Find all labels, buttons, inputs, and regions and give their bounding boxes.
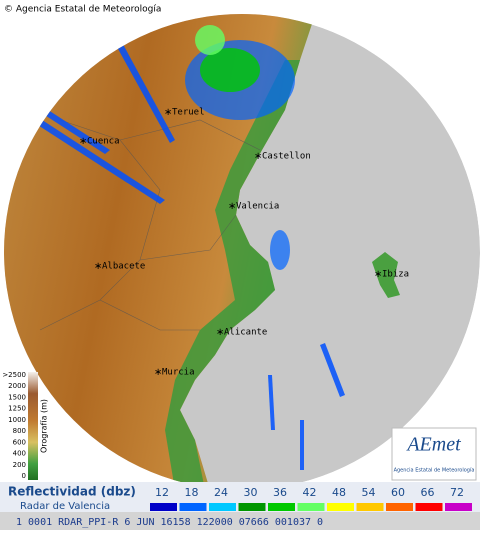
orography-label: 1250 bbox=[8, 405, 26, 413]
scale-label: 12 bbox=[155, 486, 169, 499]
orography-title: Orografía (m) bbox=[40, 399, 49, 453]
orography-label: 200 bbox=[13, 461, 26, 469]
scale-swatch bbox=[297, 503, 325, 511]
scale-label: 18 bbox=[185, 486, 199, 499]
scale-swatch bbox=[386, 503, 413, 511]
rain-cell bbox=[185, 25, 295, 270]
city-marker: ∗ bbox=[79, 136, 87, 147]
legend-title: Reflectividad (dbz) bbox=[8, 485, 136, 499]
scale-label: 48 bbox=[332, 486, 346, 499]
logo-caption: Agencia Estatal de Meteorología bbox=[394, 467, 475, 474]
scale-label: 36 bbox=[273, 486, 287, 499]
scale-label: 42 bbox=[303, 486, 317, 499]
status-bar bbox=[0, 512, 480, 530]
scale-swatch bbox=[268, 503, 295, 511]
scale-swatch bbox=[238, 503, 266, 511]
scale-label: 72 bbox=[450, 486, 464, 499]
logo-name: AEmet bbox=[405, 434, 461, 456]
city-marker: ∗ bbox=[254, 151, 262, 162]
city-marker: ∗ bbox=[154, 367, 162, 378]
orography-label: 600 bbox=[13, 438, 26, 446]
scale-label: 24 bbox=[214, 486, 228, 499]
scale-swatch bbox=[327, 503, 354, 511]
legend-subtitle: Radar de Valencia bbox=[20, 501, 110, 512]
orography-label: 1000 bbox=[8, 416, 26, 424]
scale-swatch bbox=[179, 503, 207, 511]
credit: © Agencia Estatal de Meteorología bbox=[4, 5, 161, 15]
radar-disc bbox=[4, 14, 480, 490]
orography-label: 400 bbox=[13, 450, 26, 458]
logo: AEmet Agencia Estatal de Meteorología bbox=[391, 427, 477, 481]
city-label: Alicante bbox=[224, 328, 267, 338]
scale-swatch bbox=[356, 503, 384, 511]
scale-swatch bbox=[445, 503, 472, 511]
orography-label: 0 bbox=[22, 472, 26, 480]
orography-label: >2500 bbox=[2, 371, 26, 379]
city-label: Castellon bbox=[262, 152, 311, 162]
city-marker: ∗ bbox=[164, 107, 172, 118]
orography-bar bbox=[28, 372, 38, 480]
orography-label: 800 bbox=[13, 427, 26, 435]
scale-label: 54 bbox=[362, 486, 376, 499]
city-label: Cuenca bbox=[87, 137, 120, 147]
city-label: Valencia bbox=[236, 202, 279, 212]
scale-label: 66 bbox=[421, 486, 435, 499]
scale-swatch bbox=[209, 503, 236, 511]
orography-label: 2000 bbox=[8, 382, 26, 390]
city-label: Teruel bbox=[172, 108, 205, 118]
city-label: Ibiza bbox=[382, 270, 409, 280]
city-marker: ∗ bbox=[94, 261, 102, 272]
city-marker: ∗ bbox=[228, 201, 236, 212]
scale-label: 30 bbox=[244, 486, 258, 499]
scale-swatch bbox=[415, 503, 443, 511]
orography-label: 1500 bbox=[8, 393, 26, 401]
scale-label: 60 bbox=[391, 486, 405, 499]
city-marker: ∗ bbox=[216, 327, 224, 338]
city-label: Albacete bbox=[102, 262, 145, 272]
scale-swatch bbox=[150, 503, 177, 511]
city-marker: ∗ bbox=[374, 269, 382, 280]
status-line: 1 0001 RDAR_PPI-R 6 JUN 16158 122000 076… bbox=[16, 517, 323, 528]
city-label: Murcia bbox=[162, 368, 195, 378]
